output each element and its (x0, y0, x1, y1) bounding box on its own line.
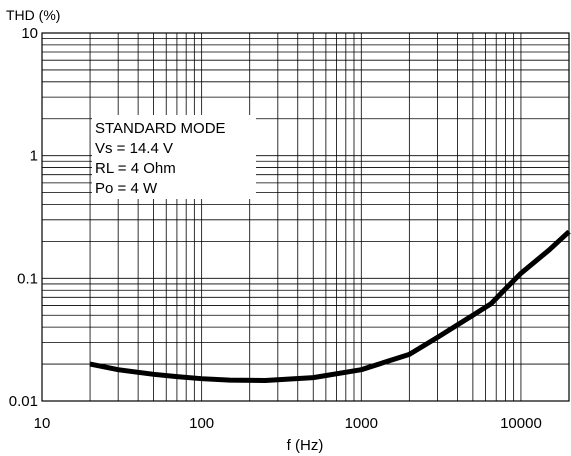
annotation-line: STANDARD MODE (95, 120, 226, 137)
annotation-line: Vs = 14.4 V (95, 140, 173, 157)
x-tick-label: 10 (34, 415, 51, 432)
annotation-line: Po = 4 W (95, 180, 158, 197)
y-tick-label: 0.01 (9, 393, 38, 410)
series-layer (89, 229, 571, 383)
y-tick-label: 1 (30, 148, 38, 165)
y-axis-label: THD (%) (6, 7, 60, 23)
plot-frame (41, 32, 570, 402)
y-tick-label: 10 (21, 25, 38, 42)
annotation-line: RL = 4 Ohm (95, 160, 176, 177)
x-tick-label: 10000 (500, 415, 542, 432)
x-tick-label: 1000 (345, 415, 378, 432)
tick-labels: 10 100 1000 10000 10 1 0.1 0.01 (9, 25, 542, 432)
x-axis-label: f (Hz) (287, 437, 324, 454)
annotation-box: STANDARD MODE Vs = 14.4 V RL = 4 Ohm Po = 4… (92, 115, 256, 199)
annotation-background (92, 115, 256, 199)
grid (42, 33, 569, 401)
x-tick-label: 100 (189, 415, 214, 432)
thd-curve (89, 229, 571, 383)
y-tick-label: 0.1 (17, 270, 38, 287)
